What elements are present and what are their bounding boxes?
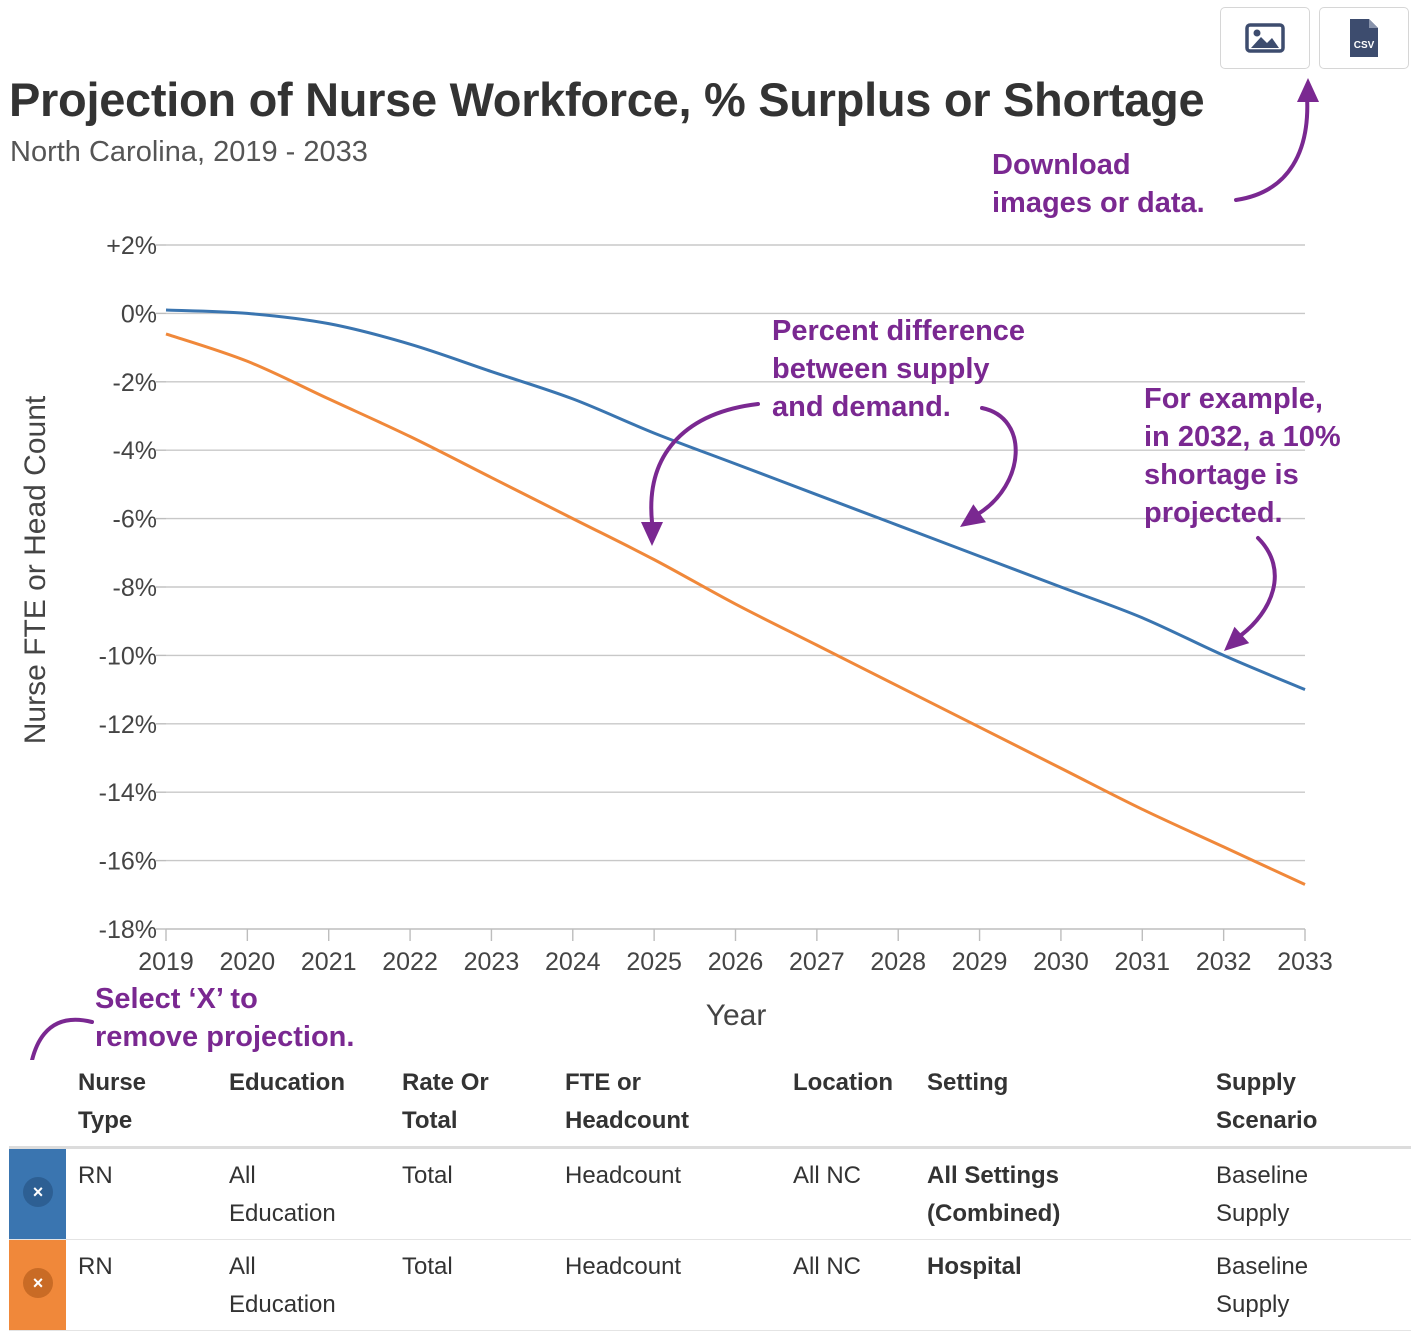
cell-location: All NC [793,1253,862,1280]
remove-projection-button[interactable]: × [23,1268,53,1298]
series-line-1 [165,308,1306,691]
x-tick-label: 2026 [708,948,764,976]
y-tick-label: -14% [99,779,157,807]
header-swatch [9,1062,66,1148]
x-tick-label: 2019 [138,948,194,976]
table-row: × RN All Education Total Headcount All NC… [9,1239,1411,1331]
x-tick-label: 2027 [789,948,845,976]
cell-education: All Education [229,1162,336,1227]
cell-fte: Headcount [565,1253,682,1280]
annotation-percent-difference: Percent difference between supply and de… [772,315,1026,423]
x-tick-label: 2028 [870,948,926,976]
header-setting: Setting [927,1069,1009,1096]
arrow-percent-right-head [960,504,986,527]
y-tick-label: -2% [113,369,157,397]
cell-scenario: Baseline Supply [1216,1253,1309,1318]
csv-file-icon: CSV [1350,19,1378,57]
y-tick-label: +2% [106,232,157,260]
header-rate-or-total: Rate Or Total [402,1069,489,1134]
x-tick-label: 2031 [1114,948,1170,976]
line-chart: +2% 0% -2% -4% -6% -8% -10% -12% -14% -16% -18% 201… [19,78,1333,1060]
download-image-button[interactable] [1220,7,1310,69]
annotation-example: For example, in 2032, a 10% shortage is … [1144,383,1341,529]
arrow-download [1234,94,1310,202]
table-row: × RN All Education Total Headcount All NC… [9,1147,1411,1240]
table-header-row: Nurse Type Education Rate Or Total FTE or H… [9,1062,1411,1148]
x-tick-label: 2022 [382,948,438,976]
series-line-2 [165,332,1306,886]
cell-rate: Total [402,1162,453,1189]
arrow-download-head [1297,78,1319,102]
cell-nurse-type: RN [78,1253,113,1280]
header-nurse-type: Nurse Type [78,1069,147,1134]
chart-subtitle: North Carolina, 2019 - 2033 [10,136,368,168]
header-location: Location [793,1069,893,1096]
y-tick-label: -12% [99,711,157,739]
arrow-remove [30,1017,94,1060]
row-color-swatch: × [9,1147,66,1240]
arrow-example [1238,536,1277,638]
y-tick-label: -16% [99,848,157,876]
y-tick-label: -6% [113,506,157,534]
x-tick-label: 2020 [220,948,276,976]
y-tick-label: -18% [99,916,157,944]
cell-rate: Total [402,1253,453,1280]
projection-table: Nurse Type Education Rate Or Total FTE or H… [9,1062,1411,1331]
close-icon: × [32,1273,44,1293]
header-education: Education [229,1069,346,1096]
x-tick-label: 2024 [545,948,601,976]
cell-nurse-type: RN [78,1162,113,1189]
x-tick-label: 2030 [1033,948,1089,976]
x-tick-label: 2023 [464,948,520,976]
annotation-download: Download images or data. [992,149,1205,219]
close-icon: × [32,1182,44,1202]
image-icon [1245,23,1285,53]
csv-label: CSV [1354,40,1375,51]
y-tick-label: 0% [121,300,157,328]
cell-setting: Hospital [927,1253,1022,1280]
cell-education: All Education [229,1253,336,1318]
arrow-percent-left [649,402,760,524]
header-supply-scenario: Supply Scenario [1216,1069,1318,1134]
annotation-remove: Select ‘X’ to remove projection. [95,983,355,1053]
x-tick-label: 2032 [1196,948,1252,976]
header-fte-or-headcount: FTE or Headcount [565,1069,690,1134]
row-color-swatch: × [9,1239,66,1331]
cell-fte: Headcount [565,1162,682,1189]
x-axis-label: Year [706,999,767,1032]
x-tick-label: 2021 [301,948,357,976]
y-tick-label: -10% [99,642,157,670]
y-tick-label: -4% [113,437,157,465]
x-tick-label: 2029 [952,948,1008,976]
arrow-example-head [1224,626,1250,651]
x-tick-label: 2033 [1277,948,1333,976]
remove-projection-button[interactable]: × [23,1177,53,1207]
cell-location: All NC [793,1162,862,1189]
cell-scenario: Baseline Supply [1216,1162,1309,1227]
arrow-percent-left-head [641,522,663,546]
chart-title: Projection of Nurse Workforce, % Surplus… [9,73,1205,126]
cell-setting: All Settings (Combined) [927,1162,1061,1227]
download-csv-button[interactable]: CSV [1319,7,1409,69]
y-tick-label: -8% [113,574,157,602]
arrow-percent-right [976,406,1018,516]
y-axis-label: Nurse FTE or Head Count [19,395,52,744]
x-tick-label: 2025 [626,948,682,976]
